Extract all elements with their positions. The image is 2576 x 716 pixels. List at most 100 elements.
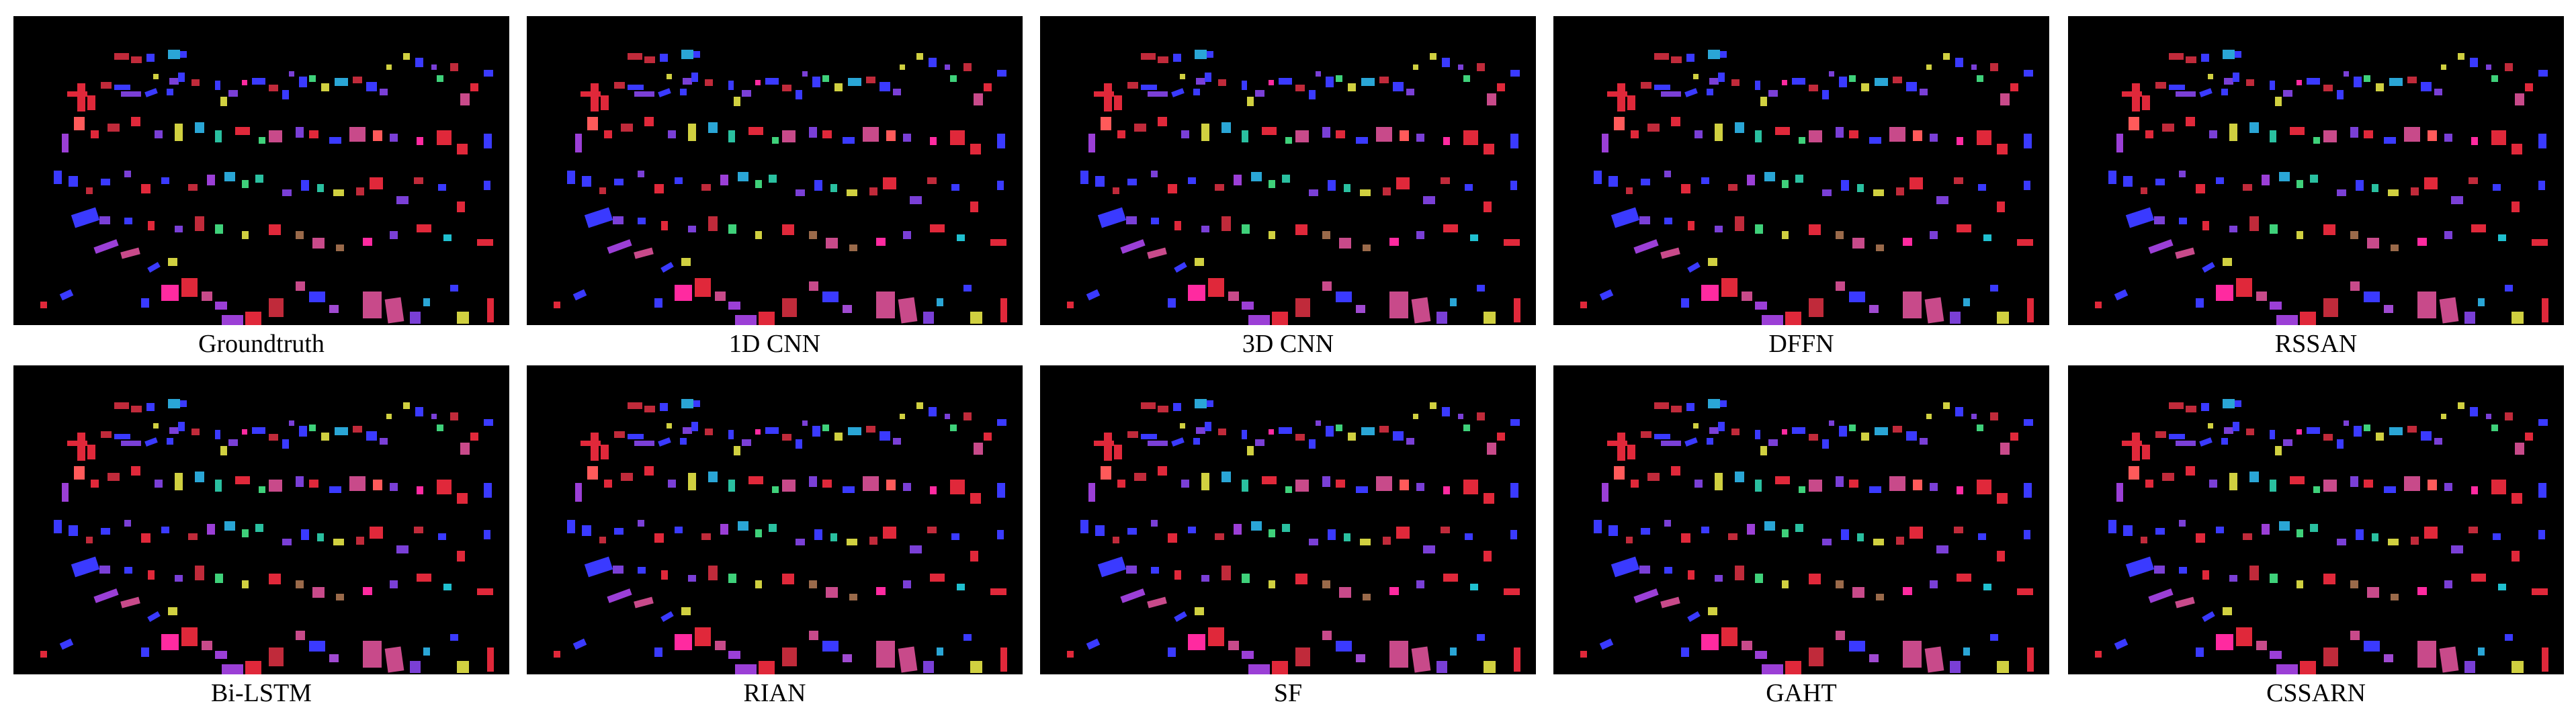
class-patch	[1423, 545, 1435, 553]
class-patch	[370, 527, 383, 539]
class-patch	[1747, 524, 1755, 535]
class-patch	[1295, 480, 1309, 492]
class-patch	[1731, 79, 1740, 86]
class-patch	[2525, 433, 2533, 441]
class-patch	[1295, 85, 1305, 91]
class-patch	[782, 480, 796, 492]
class-patch	[1977, 75, 1983, 82]
class-patch	[2364, 424, 2370, 431]
class-patch	[2142, 445, 2150, 459]
class-patch	[1348, 83, 1356, 91]
class-patch	[1701, 527, 1709, 533]
class-patch	[950, 130, 965, 145]
class-patch	[1617, 83, 1625, 111]
class-patch	[1441, 527, 1450, 533]
classification-map	[527, 16, 1023, 325]
class-patch	[1389, 587, 1399, 595]
class-patch	[809, 631, 818, 640]
class-patch	[1799, 137, 1805, 144]
class-patch	[1721, 627, 1737, 646]
class-patch	[1594, 520, 1602, 533]
class-patch	[87, 445, 95, 459]
class-patch	[755, 580, 762, 588]
class-patch	[2233, 422, 2239, 431]
class-patch	[312, 238, 325, 249]
class-patch	[169, 427, 179, 434]
class-patch	[1792, 78, 1805, 85]
class-patch	[984, 83, 992, 91]
class-patch	[1731, 429, 1740, 435]
class-patch	[910, 196, 922, 204]
class-patch	[312, 587, 325, 598]
class-patch	[708, 122, 718, 133]
class-patch	[1661, 441, 1681, 446]
class-patch	[1272, 312, 1288, 325]
class-patch	[903, 134, 911, 142]
class-patch	[782, 647, 797, 666]
class-patch	[1510, 181, 1517, 190]
class-patch	[1681, 647, 1689, 657]
class-patch	[1361, 427, 1375, 435]
class-patch	[584, 207, 613, 228]
class-patch	[1664, 171, 1671, 177]
class-patch	[437, 424, 443, 431]
class-patch	[2235, 400, 2241, 407]
class-patch	[2169, 85, 2185, 90]
class-patch	[997, 181, 1004, 190]
class-patch	[1715, 473, 1723, 490]
class-patch	[2458, 402, 2464, 409]
class-patch	[876, 292, 895, 318]
class-patch	[202, 641, 212, 650]
class-patch	[2132, 83, 2140, 111]
class-patch	[2389, 78, 2403, 86]
class-patch	[2441, 414, 2446, 419]
class-patch	[1188, 634, 1205, 650]
class-patch	[353, 426, 362, 433]
class-patch	[1997, 202, 2005, 212]
class-patch	[1188, 285, 1205, 301]
class-patch	[155, 480, 163, 488]
class-patch	[2417, 641, 2436, 668]
class-patch	[1950, 661, 1961, 673]
class-patch	[963, 285, 972, 292]
class-patch	[1141, 85, 1157, 90]
class-patch	[1201, 575, 1209, 582]
class-patch	[2123, 176, 2133, 187]
class-patch	[1607, 91, 1627, 97]
class-patch	[1255, 90, 1264, 97]
class-patch	[1611, 556, 1640, 578]
class-patch	[681, 258, 691, 266]
class-patch	[252, 78, 265, 85]
class-patch	[1707, 438, 1713, 445]
class-patch	[2155, 179, 2165, 185]
class-patch	[62, 483, 69, 502]
class-patch	[1809, 85, 1818, 91]
class-patch	[222, 664, 243, 674]
class-patch	[1158, 56, 1168, 63]
class-patch	[1869, 305, 1879, 313]
class-patch	[2270, 480, 2276, 492]
class-patch	[1924, 297, 1944, 324]
class-patch	[71, 556, 100, 578]
class-patch	[1721, 278, 1737, 297]
class-patch	[1114, 95, 1122, 110]
class-patch	[923, 661, 934, 673]
class-patch	[242, 580, 249, 588]
class-patch	[575, 134, 582, 152]
class-patch	[2236, 278, 2252, 297]
class-patch	[410, 661, 421, 673]
class-patch	[2010, 433, 2018, 441]
class-patch	[2154, 566, 2165, 574]
class-patch	[1336, 75, 1342, 82]
classification-map	[1553, 365, 2049, 674]
class-patch	[366, 82, 377, 91]
class-patch	[587, 466, 598, 480]
class-patch	[1708, 399, 1720, 408]
classification-map	[13, 16, 509, 325]
class-patch	[1095, 176, 1105, 187]
class-patch	[1336, 292, 1352, 302]
class-patch	[2010, 83, 2018, 91]
class-patch	[1755, 574, 1763, 583]
class-patch	[1978, 533, 1986, 540]
class-patch	[963, 634, 972, 641]
